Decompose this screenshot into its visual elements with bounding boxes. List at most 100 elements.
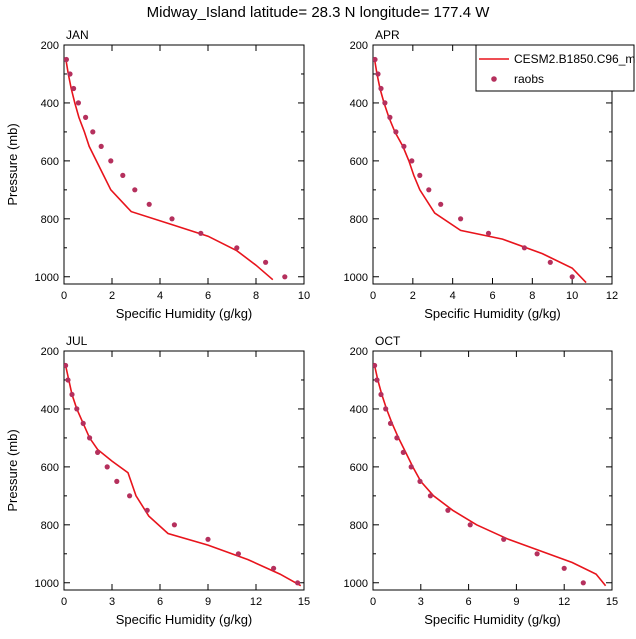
raobs-point xyxy=(64,362,69,369)
raobs-point xyxy=(205,536,211,542)
model-line xyxy=(373,59,587,284)
raobs-point xyxy=(120,172,126,178)
x-tick-label: 12 xyxy=(606,290,618,302)
raobs-point xyxy=(71,85,77,92)
raobs-point xyxy=(144,507,150,513)
panel-label: OCT xyxy=(375,334,401,348)
raobs-point xyxy=(83,114,89,120)
x-axis-label: Specific Humidity (g/kg) xyxy=(116,612,253,627)
raobs-point xyxy=(104,464,110,470)
raobs-point xyxy=(378,85,384,92)
raobs-point xyxy=(235,551,241,557)
y-tick-label: 200 xyxy=(41,346,59,358)
legend-raobs-label: raobs xyxy=(514,72,544,86)
x-tick-label: 3 xyxy=(109,596,115,608)
raobs-point xyxy=(382,100,388,106)
raobs-point xyxy=(67,71,73,77)
raobs-point xyxy=(393,129,399,135)
raobs-point xyxy=(127,493,133,499)
raobs-point xyxy=(409,158,415,164)
model-line xyxy=(373,365,607,587)
panel-oct: OCT 0 3 6 9 12 15 200 400 600 800 1000 Specific Humi… xyxy=(344,334,619,627)
y-tick-label: 800 xyxy=(350,214,368,226)
x-tick-label: 12 xyxy=(250,596,262,608)
x-tick-label: 9 xyxy=(513,596,519,608)
legend-model-label: CESM2.B1850.C96_m xyxy=(514,52,635,66)
raobs-point xyxy=(417,478,423,484)
raobs-point xyxy=(394,435,400,441)
raobs-point xyxy=(485,230,492,236)
y-tick-label: 400 xyxy=(41,98,59,110)
x-tick-label: 2 xyxy=(109,290,115,302)
panel-label: JAN xyxy=(66,28,89,42)
raobs-point xyxy=(374,377,380,383)
y-tick-label: 1000 xyxy=(35,272,59,284)
x-tick-label: 6 xyxy=(489,290,495,302)
y-tick-label: 600 xyxy=(350,462,368,474)
raobs-point xyxy=(234,245,240,251)
raobs-point xyxy=(114,478,120,484)
raobs-point xyxy=(401,143,407,149)
plot-frame xyxy=(63,44,305,285)
raobs-point xyxy=(375,71,381,77)
x-axis-label: Specific Humidity (g/kg) xyxy=(424,306,561,321)
y-tick-label: 600 xyxy=(41,462,59,474)
x-tick-label: 15 xyxy=(606,596,618,608)
x-tick-label: 4 xyxy=(450,290,456,302)
raobs-point xyxy=(501,536,507,542)
x-tick-label: 4 xyxy=(157,290,163,302)
panel-jul: JUL 0 3 6 9 12 15 200 400 600 800 1000 Specific Humi… xyxy=(5,334,310,627)
raobs-point xyxy=(373,56,378,63)
raobs-point xyxy=(569,274,575,280)
raobs-point xyxy=(383,406,389,412)
y-tick-label: 600 xyxy=(41,156,59,168)
x-tick-label: 15 xyxy=(298,596,310,608)
x-tick-label: 2 xyxy=(410,290,416,302)
y-tick-label: 1000 xyxy=(344,272,368,284)
y-tick-label: 800 xyxy=(41,214,59,226)
x-tick-label: 6 xyxy=(157,596,163,608)
raobs-point xyxy=(271,565,277,571)
raobs-point xyxy=(467,522,473,528)
raobs-point xyxy=(426,187,432,193)
raobs-point xyxy=(108,158,114,164)
raobs-point xyxy=(378,391,384,398)
figure-title: Midway_Island latitude= 28.3 N longitude… xyxy=(147,4,491,21)
raobs-point xyxy=(427,493,433,499)
raobs-point xyxy=(198,230,204,236)
raobs-point xyxy=(146,201,152,207)
raobs-point xyxy=(95,449,101,455)
x-tick-label: 9 xyxy=(205,596,211,608)
raobs-point xyxy=(561,565,567,571)
x-tick-label: 8 xyxy=(253,290,259,302)
raobs-point xyxy=(521,245,528,251)
y-tick-label: 200 xyxy=(350,346,368,358)
y-tick-label: 200 xyxy=(350,40,368,52)
raobs-point xyxy=(295,580,301,586)
y-tick-label: 200 xyxy=(41,40,59,52)
panel-label: APR xyxy=(375,28,400,42)
plot-frame xyxy=(63,350,305,591)
y-tick-label: 1000 xyxy=(344,578,368,590)
panel-apr: APR 0 2 4 6 8 10 12 200 400 600 800 1000 Specific Hum… xyxy=(344,28,619,321)
x-tick-label: 10 xyxy=(298,290,310,302)
plot-area xyxy=(373,56,587,284)
x-tick-label: 0 xyxy=(370,596,376,608)
legend-box xyxy=(475,44,635,92)
raobs-point xyxy=(387,114,393,120)
raobs-point xyxy=(445,507,451,513)
raobs-point xyxy=(69,391,75,398)
plot-frame xyxy=(372,350,613,591)
x-tick-label: 6 xyxy=(466,596,472,608)
raobs-point xyxy=(400,449,406,455)
y-tick-label: 800 xyxy=(350,520,368,532)
x-tick-label: 6 xyxy=(205,290,211,302)
y-axis-label: Pressure (mb) xyxy=(5,429,20,511)
raobs-point xyxy=(169,216,175,222)
y-tick-label: 600 xyxy=(350,156,368,168)
y-tick-label: 400 xyxy=(41,404,59,416)
y-axis-label: Pressure (mb) xyxy=(5,123,20,205)
x-axis-label: Specific Humidity (g/kg) xyxy=(424,612,561,627)
